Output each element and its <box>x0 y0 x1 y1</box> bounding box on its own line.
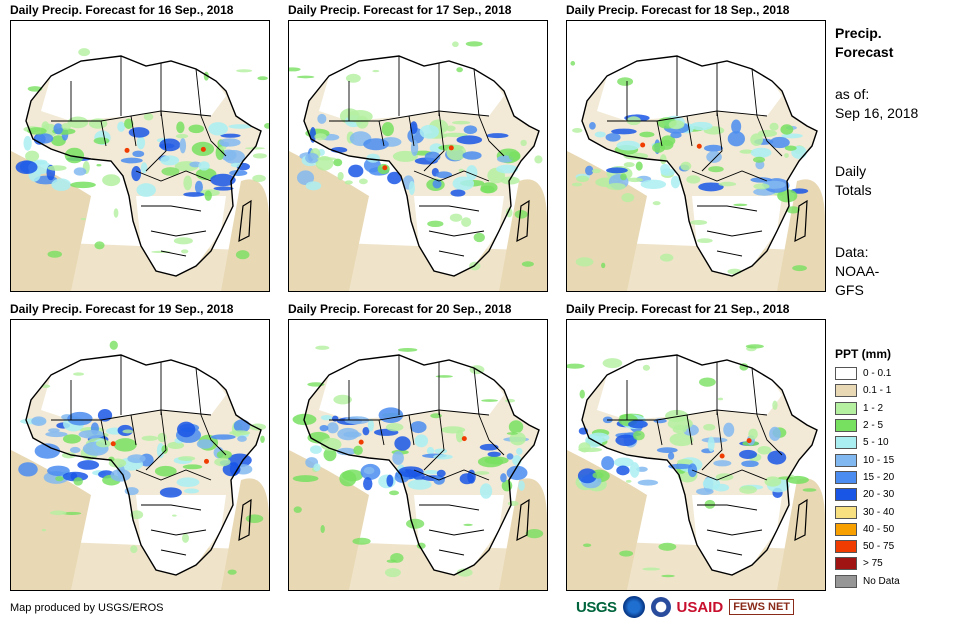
legend-label: 1 - 2 <box>863 402 884 414</box>
agency-logos: USGS USAID FEWS NET <box>576 596 795 618</box>
legend-item: 1 - 2 <box>835 400 900 417</box>
legend-item: 30 - 40 <box>835 503 900 520</box>
legend-label: 20 - 30 <box>863 489 895 501</box>
legend-item: No Data <box>835 573 900 590</box>
legend-swatch <box>835 367 857 381</box>
noaa-logo-icon <box>622 596 645 618</box>
forecast-panel-3: Daily Precip. Forecast for 18 Sep., 2018 <box>566 2 826 292</box>
precip-map <box>288 319 548 591</box>
side-heading-line2: Forecast <box>835 44 894 60</box>
legend-item: 40 - 50 <box>835 521 900 538</box>
legend-label: 40 - 50 <box>863 523 895 535</box>
legend-item: 5 - 10 <box>835 434 900 451</box>
panel-title: Daily Precip. Forecast for 19 Sep., 2018 <box>10 302 234 316</box>
credit-text: Map produced by USGS/EROS <box>10 602 164 614</box>
precip-map <box>10 20 270 292</box>
legend: 0 - 0.1 0.1 - 1 1 - 2 2 - 5 5 - 10 10 - 15 15 … <box>835 365 900 590</box>
legend-swatch <box>835 453 857 467</box>
forecast-panel-2: Daily Precip. Forecast for 17 Sep., 2018 <box>288 2 548 292</box>
legend-swatch <box>835 505 857 519</box>
legend-item: 0 - 0.1 <box>835 365 900 382</box>
forecast-panel-6: Daily Precip. Forecast for 21 Sep., 2018 <box>566 301 826 591</box>
legend-item: > 75 <box>835 555 900 572</box>
legend-swatch <box>835 522 857 536</box>
africa-map-svg <box>11 48 269 291</box>
africa-map-svg <box>289 345 547 590</box>
legend-item: 2 - 5 <box>835 417 900 434</box>
legend-label: No Data <box>863 575 900 587</box>
daily-line1: Daily <box>835 163 867 179</box>
as-of-label: as of: <box>835 86 870 102</box>
panel-title: Daily Precip. Forecast for 17 Sep., 2018 <box>288 3 512 17</box>
legend-swatch <box>835 557 857 571</box>
daily-line2: Totals <box>835 182 872 198</box>
panel-title: Daily Precip. Forecast for 20 Sep., 2018 <box>288 302 512 316</box>
legend-label: 0 - 0.1 <box>863 368 892 380</box>
precip-map <box>288 20 548 292</box>
legend-label: 0.1 - 1 <box>863 385 892 397</box>
legend-title: PPT (mm) <box>835 347 892 361</box>
precip-map <box>10 319 270 591</box>
as-of-date: as of: Sep 16, 2018 <box>835 85 918 123</box>
legend-swatch <box>835 470 857 484</box>
panel-title: Daily Precip. Forecast for 18 Sep., 2018 <box>566 3 790 17</box>
seal-logo-icon <box>650 597 671 617</box>
legend-label: 50 - 75 <box>863 541 895 553</box>
legend-item: 15 - 20 <box>835 469 900 486</box>
africa-map-svg <box>289 41 547 291</box>
legend-item: 50 - 75 <box>835 538 900 555</box>
legend-swatch <box>835 401 857 415</box>
data-line1: Data: <box>835 244 869 260</box>
forecast-panel-5: Daily Precip. Forecast for 20 Sep., 2018 <box>288 301 548 591</box>
side-heading-line1: Precip. <box>835 25 882 41</box>
legend-item: 20 - 30 <box>835 486 900 503</box>
legend-item: 0.1 - 1 <box>835 382 900 399</box>
legend-swatch <box>835 384 857 398</box>
data-line2: NOAA- <box>835 263 880 279</box>
legend-swatch <box>835 574 857 588</box>
panel-title: Daily Precip. Forecast for 21 Sep., 2018 <box>566 302 790 316</box>
africa-map-svg <box>567 344 825 590</box>
data-line3: GFS <box>835 282 864 298</box>
legend-label: 5 - 10 <box>863 437 889 449</box>
panel-title: Daily Precip. Forecast for 16 Sep., 2018 <box>10 3 234 17</box>
africa-map-svg <box>11 340 269 590</box>
legend-label: 10 - 15 <box>863 454 895 466</box>
africa-map-svg <box>567 55 825 291</box>
legend-swatch <box>835 488 857 502</box>
fews-net-logo: FEWS NET <box>729 599 795 615</box>
precip-map <box>566 20 826 292</box>
forecast-panel-4: Daily Precip. Forecast for 19 Sep., 2018 <box>10 301 270 591</box>
side-heading: Precip. Forecast <box>835 24 893 62</box>
legend-item: 10 - 15 <box>835 451 900 468</box>
daily-totals: Daily Totals <box>835 162 872 200</box>
legend-label: > 75 <box>863 558 883 570</box>
legend-swatch <box>835 436 857 450</box>
legend-swatch <box>835 419 857 433</box>
legend-swatch <box>835 540 857 554</box>
usgs-logo: USGS <box>576 598 617 616</box>
precip-map <box>566 319 826 591</box>
data-source: Data: NOAA- GFS <box>835 243 879 300</box>
legend-label: 30 - 40 <box>863 506 895 518</box>
legend-label: 15 - 20 <box>863 471 895 483</box>
forecast-panel-1: Daily Precip. Forecast for 16 Sep., 2018 <box>10 2 270 292</box>
usaid-logo: USAID <box>676 598 724 616</box>
as-of-value: Sep 16, 2018 <box>835 105 919 121</box>
legend-label: 2 - 5 <box>863 420 884 432</box>
